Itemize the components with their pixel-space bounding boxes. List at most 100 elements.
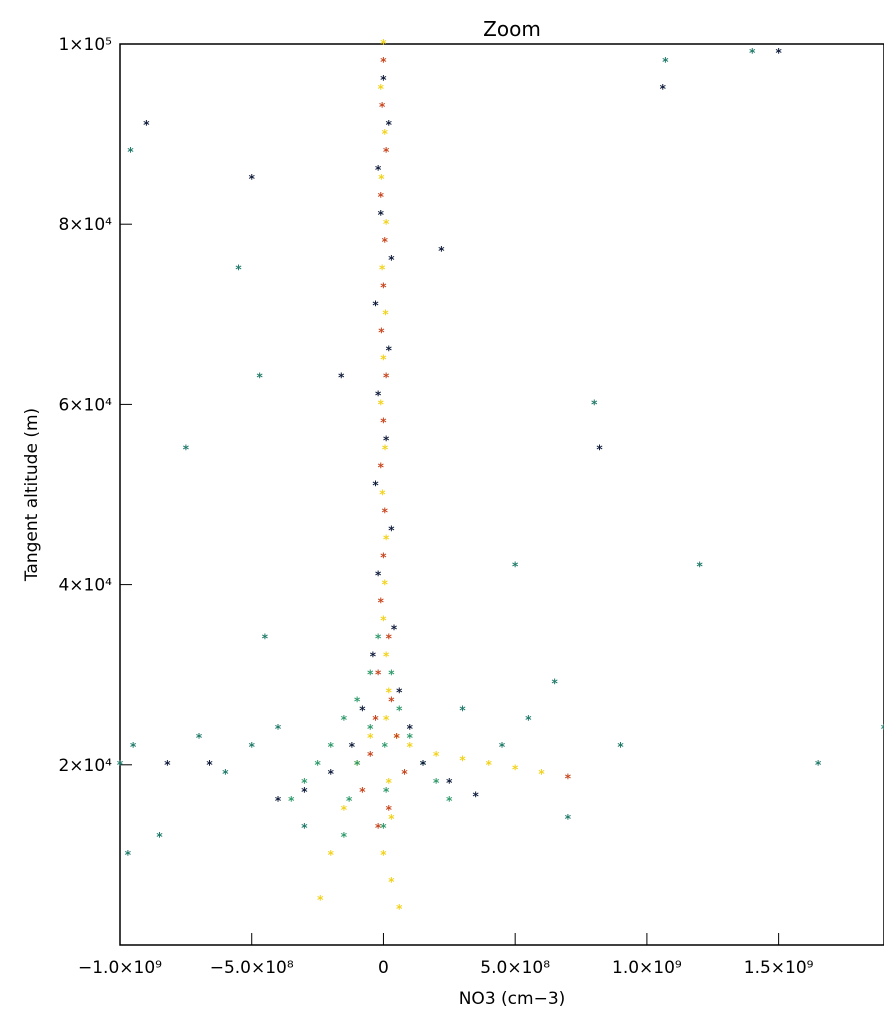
data-point-s3-15: * [552,677,559,691]
data-point-s0-11: * [383,533,390,547]
data-point-s1-23: * [565,771,572,785]
x-axis-label: NO3 (cm−3) [459,989,566,1009]
data-point-s0-5: * [379,262,386,276]
data-point-s1-7: * [383,370,390,384]
data-point-s0-8: * [378,397,385,411]
data-point-s4-30: * [596,442,603,456]
data-point-s2-20: * [380,821,387,835]
axis-ticks: −1.0×10⁹ −5.0×10⁸ 0 5.0×10⁸ 1.0×10⁹ 1.5×10⁹ 2×… [58,35,813,978]
data-point-s0-25: * [354,758,361,772]
data-point-s0-9: * [382,442,389,456]
data-point-s1-17: * [393,731,400,745]
data-point-s4-17: * [349,740,356,754]
data-point-s4-16: * [407,722,414,736]
data-point-s0-27: * [328,848,335,862]
data-point-s4-18: * [420,758,427,772]
y-tick-label-4: 1×10⁵ [58,35,112,55]
series-4: ********************** *********** [143,46,782,808]
data-point-s4-14: * [396,686,403,700]
data-point-s4-25: * [249,172,256,186]
data-point-s4-32: * [164,758,171,772]
data-point-s1-16: * [372,713,379,727]
data-point-s2-18: * [382,740,389,754]
data-point-s0-28: * [317,893,324,907]
data-point-s1-2: * [383,145,390,159]
y-tick-label-1: 4×10⁴ [58,576,112,596]
data-points: ******************** * * * *****************… [117,37,884,916]
data-point-s3-23: * [565,812,572,826]
data-point-s3-12: * [183,442,190,456]
data-point-s4-26: * [438,244,445,258]
data-point-s1-12: * [378,596,385,610]
data-point-s3-2: * [156,830,163,844]
data-point-s0-17: * [393,731,400,745]
x-tick-label-4: 1.0×10⁹ [612,958,682,978]
data-point-s2-6: * [301,776,308,790]
data-point-s1-5: * [380,280,387,294]
series-0: ******************** * * * *********** [317,37,545,916]
data-point-s3-0: * [117,758,124,772]
data-point-s1-3: * [378,190,385,204]
data-point-s1-11: * [380,551,387,565]
data-point-s0-4: * [383,217,390,231]
data-point-s0-18: * [407,740,414,754]
data-point-s1-9: * [378,460,385,474]
x-tick-label-0: −1.0×10⁹ [78,958,162,978]
data-point-s1-15: * [388,695,395,709]
data-point-s3-14: * [512,560,519,574]
data-point-s4-8: * [383,433,390,447]
data-point-s0-3: * [378,172,385,186]
data-point-s1-10: * [382,506,389,520]
data-point-s1-19: * [401,767,408,781]
data-point-s4-11: * [375,569,382,583]
x-tick-label-1: −5.0×10⁸ [210,958,294,978]
data-point-s2-9: * [354,758,361,772]
data-point-s4-6: * [386,343,393,357]
data-point-s3-22: * [499,740,506,754]
data-point-s3-6: * [249,740,256,754]
data-point-s4-12: * [391,623,398,637]
data-point-s3-19: * [881,722,884,736]
data-point-s0-15: * [386,686,393,700]
data-point-s0-24: * [367,731,374,745]
data-point-s1-22: * [375,821,382,835]
data-point-s4-31: * [206,758,213,772]
data-point-s3-17: * [696,560,703,574]
data-point-s4-23: * [275,794,282,808]
data-point-s0-31: * [380,848,387,862]
y-tick-label-2: 6×10⁴ [58,395,112,415]
data-point-s2-19: * [383,785,390,799]
chart-title: Zoom [483,17,541,41]
data-point-s2-8: * [367,722,374,736]
data-point-s4-19: * [328,767,335,781]
data-point-s3-13: * [127,145,134,159]
data-point-s3-8: * [301,821,308,835]
data-point-s2-7: * [288,794,295,808]
y-axis-label: Tangent altitude (m) [22,408,42,582]
data-point-s1-20: * [359,785,366,799]
data-point-s1-0: * [380,55,387,69]
data-point-s0-20: * [459,753,466,767]
data-point-s4-0: * [380,73,387,87]
data-point-s2-15: * [420,758,427,772]
data-point-s4-22: * [473,789,480,803]
data-point-s3-7: * [275,722,282,736]
x-tick-label-3: 5.0×10⁸ [480,958,550,978]
data-point-s1-8: * [380,415,387,429]
data-point-s0-7: * [380,352,387,366]
data-point-s3-3: * [125,848,132,862]
data-point-s4-15: * [359,704,366,718]
data-point-s4-9: * [372,478,379,492]
data-point-s0-30: * [388,812,395,826]
data-point-s4-28: * [660,82,667,96]
data-point-s1-6: * [378,325,385,339]
data-point-s3-26: * [459,704,466,718]
data-point-s1-21: * [386,803,393,817]
data-point-s0-13: * [380,614,387,628]
data-point-s3-10: * [235,262,242,276]
data-point-s1-14: * [375,668,382,682]
data-point-s0-16: * [383,713,390,727]
data-point-s4-20: * [446,776,453,790]
data-point-s1-18: * [367,749,374,763]
